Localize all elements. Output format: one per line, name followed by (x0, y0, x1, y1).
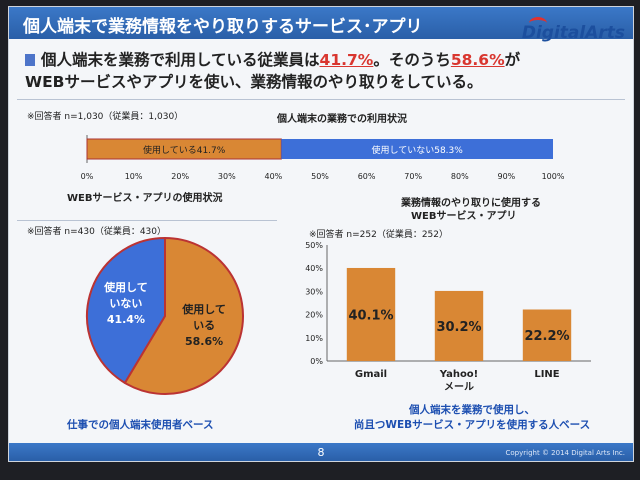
headline-mid: 。そのうち (373, 51, 451, 69)
app-footnote-1: 個人端末を業務で使用し、 (409, 404, 535, 416)
usage-bar-tick: 80% (451, 172, 469, 181)
respondents-1: ※回答者 n=1,030（従業員：1,030） (27, 112, 184, 122)
pie-label-0-2: 58.6% (185, 335, 223, 348)
app-bar-category-0: Gmail (355, 369, 387, 380)
app-bar-tick: 10% (305, 334, 323, 343)
app-footnote-2: 尚且つWEBサービス・アプリを使用する人ベース (353, 419, 591, 431)
app-bar-tick: 20% (305, 311, 323, 320)
headline-line-2: WEBサービスやアプリを使い、業務情報のやり取りをしている。 (25, 73, 483, 91)
usage-bar-tick: 0% (81, 172, 94, 181)
respondents-2: ※回答者 n=430（従業員：430） (27, 227, 167, 237)
usage-bar-tick: 40% (265, 172, 283, 181)
headline-pct-1: 41.7% (319, 51, 374, 69)
app-bar-1 (434, 290, 484, 361)
app-bar-2 (522, 309, 572, 361)
usage-bar-label-1: 使用していない58.3% (371, 144, 463, 156)
app-bar-0 (346, 267, 396, 361)
pie-slice-0 (123, 236, 244, 395)
headline-pre: 個人端末を業務で利用している従業員は (41, 51, 320, 69)
company-logo: DigitalArts (521, 23, 625, 43)
separator-top (17, 99, 625, 100)
usage-bar-tick: 10% (125, 172, 143, 181)
app-bar-category-2: LINE (534, 369, 559, 380)
page-number: 8 (317, 446, 325, 459)
bullet-icon (25, 54, 35, 66)
usage-chart-title: 個人端末の業務での利用状況 (277, 114, 407, 125)
usage-bar-tick: 30% (218, 172, 236, 181)
pie-label-0-0: 使用して (181, 302, 226, 316)
headline-post: が (504, 51, 521, 69)
logo-swoosh-icon (529, 17, 547, 30)
usage-bar-tick: 90% (498, 172, 516, 181)
app-bar-tick: 30% (305, 287, 323, 296)
pie-label-1-2: 41.4% (107, 313, 145, 326)
footer-bar: 8 Copyright © 2014 Digital Arts Inc. (9, 443, 633, 461)
pie-label-0-1: いる (193, 319, 215, 332)
slide-title: 個人端末で業務情報をやり取りするサービス･アプリ (23, 17, 423, 37)
usage-bar-chart: 使用している41.7% 使用していない58.3% 0% 10% 20% 30% 40% 50%… (81, 135, 565, 181)
app-chart-title-1: 業務情報のやり取りに使用する (401, 198, 541, 209)
headline-pct-2: 58.6% (450, 51, 505, 69)
app-bar-category-1: Yahoo! (439, 369, 479, 380)
usage-bar-tick: 100% (542, 172, 565, 181)
pie-footnote: 仕事での個人端末使用者ベース (67, 419, 214, 431)
usage-bar-label-0: 使用している41.7% (143, 144, 226, 156)
usage-bar-tick: 60% (358, 172, 376, 181)
app-bar-value-2: 22.2% (524, 329, 569, 344)
pie-label-1-1: いない (109, 297, 142, 310)
app-bar-value-0: 40.1% (348, 308, 393, 323)
pie-slice-1 (86, 236, 166, 385)
app-chart-title-2: WEBサービス・アプリ (411, 211, 517, 222)
separator-left (17, 220, 277, 221)
app-bar-tick: 40% (305, 264, 323, 273)
pie-chart-title: WEBサービス・アプリの使用状況 (67, 193, 223, 204)
app-bar-tick: 50% (305, 241, 323, 250)
respondents-3: ※回答者 n=252（従業員：252） (309, 230, 449, 240)
usage-bar-segment-1 (281, 139, 553, 159)
app-bar-category-line2-1: メール (444, 381, 474, 393)
usage-bar-tick: 20% (171, 172, 189, 181)
usage-bar-tick: 70% (404, 172, 422, 181)
pie-label-1-0: 使用して (103, 280, 148, 294)
app-bar-chart: 0% 10% 20% 30% 40% 50% 40.1% Gmail 30.2% Yahoo!メー… (305, 241, 591, 393)
copyright: Copyright © 2014 Digital Arts Inc. (505, 449, 625, 457)
presentation-slide: 個人端末で業務情報をやり取りするサービス･アプリ DigitalArts 個人端… (8, 6, 634, 462)
usage-bar-tick: 50% (311, 172, 329, 181)
app-bar-tick: 0% (310, 357, 323, 366)
headline: 個人端末を業務で利用している従業員は41.7%。そのうち58.6%が WEBサー… (25, 49, 565, 93)
app-bar-value-1: 30.2% (436, 320, 481, 335)
